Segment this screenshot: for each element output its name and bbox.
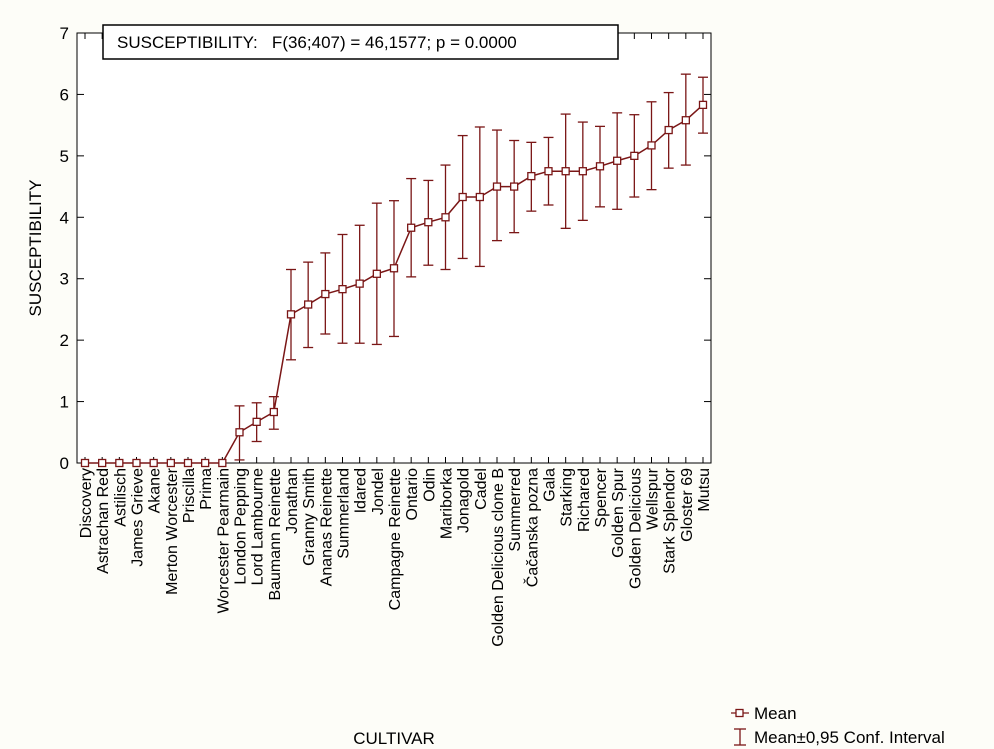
category-label: Jonagold: [456, 468, 473, 533]
mean-point: [166, 458, 175, 468]
mean-point: [458, 192, 467, 202]
category-label: Gloster 69: [679, 468, 696, 542]
category-label: Starking: [559, 468, 576, 527]
category-label: Summerland: [336, 468, 353, 559]
mean-point: [304, 300, 313, 309]
category-label: Merton Worcester: [164, 467, 181, 595]
mean-point: [132, 458, 141, 468]
mean-point: [424, 218, 433, 227]
category-label: Mutsu: [696, 468, 713, 512]
x-axis-title: CULTIVAR: [353, 729, 435, 748]
category-label: Granny Smith: [301, 468, 318, 566]
y-tick-label: 5: [60, 147, 69, 166]
mean-point: [441, 213, 450, 222]
category-label: Prima: [198, 468, 215, 510]
mean-point: [372, 269, 381, 278]
mean-point: [613, 156, 622, 165]
category-label: Campagne Reinette: [387, 468, 404, 610]
category-label: Astilisch: [112, 468, 129, 527]
category-label: Jondel: [370, 468, 387, 515]
category-label: Summerred: [507, 468, 524, 552]
mean-point: [647, 141, 656, 150]
y-tick-label: 2: [60, 331, 69, 350]
category-label: Priscilla: [181, 468, 198, 523]
mean-point: [269, 407, 278, 417]
category-label: Jonathan: [284, 468, 301, 534]
mean-point: [664, 125, 673, 135]
category-label: Spencer: [593, 467, 610, 527]
category-label: Wellspur: [645, 467, 662, 530]
mean-point: [578, 167, 587, 176]
mean-point: [183, 458, 193, 468]
category-label: Astrachan Red: [95, 468, 112, 574]
category-label: Cadel: [473, 468, 490, 510]
y-tick-label: 4: [60, 208, 69, 227]
y-tick-label: 0: [60, 454, 69, 473]
mean-point: [595, 162, 605, 171]
mean-point: [149, 458, 158, 468]
mean-point: [389, 264, 399, 273]
mean-point: [544, 167, 553, 176]
mean-point: [115, 458, 124, 468]
mean-point: [355, 279, 364, 288]
mean-point: [630, 151, 639, 161]
y-tick-label: 7: [60, 24, 69, 43]
mean-point: [475, 192, 484, 202]
mean-point: [286, 310, 296, 319]
mean-point: [80, 458, 90, 468]
mean-point: [510, 182, 519, 191]
series-layer: [80, 73, 708, 468]
legend-ci-label: Mean±0,95 Conf. Interval: [754, 728, 945, 747]
mean-point: [561, 167, 570, 176]
category-label: Baumann Reinette: [267, 468, 284, 601]
category-label: Stark Splendor: [662, 467, 679, 574]
category-label: Golden Delicious: [627, 468, 644, 589]
category-label: James Grieve: [130, 468, 147, 567]
category-label: Idared: [353, 468, 370, 513]
category-label: Worcester Pearmain: [215, 468, 232, 614]
category-label: Discovery: [78, 468, 95, 538]
mean-point: [218, 458, 227, 468]
mean-point: [698, 100, 708, 110]
category-label: Ontario: [404, 468, 421, 521]
legend-ci-icon: [734, 728, 746, 746]
mean-point: [201, 458, 210, 468]
mean-point: [235, 428, 244, 437]
mean-point: [681, 116, 690, 125]
legend-mean-icon: [731, 708, 749, 718]
category-label: Ananas Reinette: [318, 468, 335, 586]
category-label: Akane: [147, 468, 164, 513]
mean-point: [492, 182, 502, 191]
mean-point: [407, 223, 416, 232]
mean-point: [527, 171, 536, 181]
mean-point: [321, 289, 330, 299]
y-tick-label: 3: [60, 270, 69, 289]
category-label: Čačanska pozna: [522, 468, 541, 587]
stat-text: SUSCEPTIBILITY: F(36;407) = 46,1577; p =…: [117, 33, 517, 52]
stat-box-frame: [102, 24, 619, 60]
category-label: Golden Spur: [610, 467, 627, 558]
y-axis: 0 1 2 3 4 5 6 7: [60, 24, 711, 473]
legend: Mean Mean±0,95 Conf. Interval: [731, 704, 945, 747]
category-label: London Pepping: [233, 468, 250, 585]
y-tick-label: 1: [60, 393, 69, 412]
category-label: Richared: [576, 468, 593, 532]
legend-mean-label: Mean: [754, 704, 797, 723]
mean-point: [252, 417, 261, 426]
category-label: Lord Lambourne: [250, 468, 267, 586]
y-axis-title: SUSCEPTIBILITY: [26, 180, 45, 317]
category-label: Odin: [421, 468, 438, 502]
y-tick-label: 6: [60, 85, 69, 104]
category-label: Golden Delicious clone B: [490, 468, 507, 647]
category-label: Mariborka: [439, 468, 456, 539]
category-label: Gala: [542, 468, 559, 502]
mean-point: [98, 458, 107, 468]
mean-point: [338, 285, 347, 294]
stat-box: SUSCEPTIBILITY: F(36;407) = 46,1577; p =…: [102, 24, 619, 60]
